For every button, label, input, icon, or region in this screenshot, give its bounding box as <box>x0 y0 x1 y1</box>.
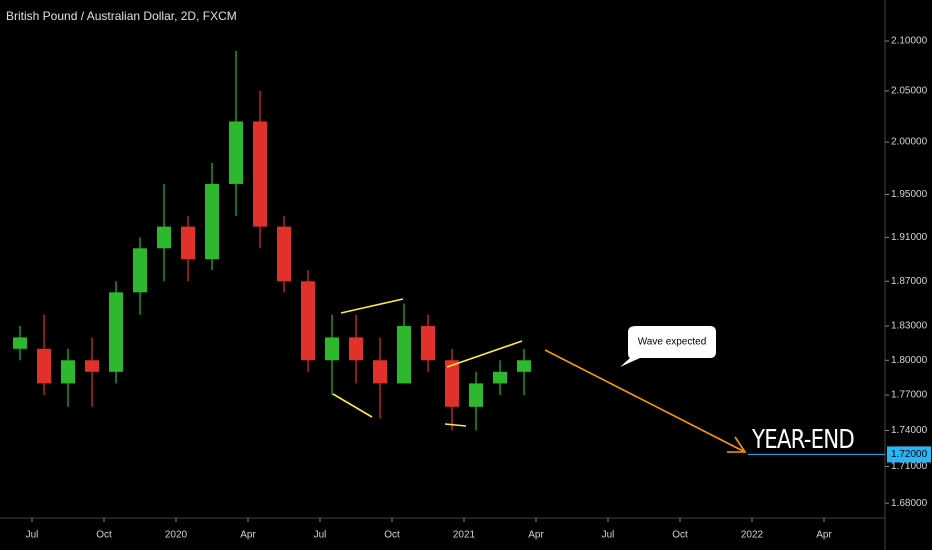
x-tick-label: 2021 <box>453 530 476 541</box>
callout <box>620 326 716 367</box>
candle-body <box>397 326 411 384</box>
candle-body <box>61 360 75 384</box>
y-tick-label: 1.74000 <box>891 425 928 436</box>
arrow-head <box>727 436 747 453</box>
trend-line <box>446 340 523 368</box>
y-tick-label: 1.68000 <box>891 498 928 509</box>
x-tick-label: Oct <box>384 530 400 541</box>
x-tick-label: Jul <box>314 530 327 541</box>
y-tick-label: 1.80000 <box>891 355 928 366</box>
candle-body <box>253 121 267 227</box>
trend-line <box>332 393 373 418</box>
y-tick-label: 2.05000 <box>891 86 928 97</box>
y-tick-label: 2.00000 <box>891 137 928 148</box>
candle-body <box>229 121 243 184</box>
y-tick-label: 1.91000 <box>891 232 928 243</box>
drawings <box>332 298 523 427</box>
candle-body <box>301 281 315 361</box>
candle-body <box>181 226 195 260</box>
price-label: 1.72000 <box>891 449 928 460</box>
candle-body <box>493 371 507 384</box>
price-label-bg <box>887 446 931 463</box>
trend-line <box>340 298 404 314</box>
candle-body <box>469 383 483 407</box>
candle-body <box>277 226 291 282</box>
candle-body <box>37 348 51 384</box>
forecast-arrow <box>544 349 744 452</box>
candle-body <box>325 337 339 361</box>
y-tick-label: 1.83000 <box>891 321 928 332</box>
callout-text: Wave expected <box>638 337 707 348</box>
candle-body <box>205 183 219 260</box>
x-tick-label: Oct <box>96 530 112 541</box>
x-tick-label: 2020 <box>165 530 188 541</box>
plot <box>13 50 531 431</box>
x-tick-label: Jul <box>602 530 615 541</box>
year-end-text: YEAR-END <box>751 424 854 455</box>
candle-body <box>517 360 531 372</box>
candle-body <box>373 360 387 384</box>
candle-body <box>133 248 147 293</box>
x-tick-label: Jul <box>26 530 39 541</box>
x-tick-label: Apr <box>816 530 832 541</box>
candle-body <box>421 326 435 361</box>
y-tick-label: 1.71000 <box>891 461 928 472</box>
y-tick-label: 2.10000 <box>891 36 928 47</box>
x-tick-label: Oct <box>672 530 688 541</box>
trend-line <box>444 423 467 427</box>
x-tick-label: Apr <box>528 530 544 541</box>
chart-title: British Pound / Australian Dollar, 2D, F… <box>6 9 237 23</box>
candle-body <box>445 360 459 407</box>
x-tick-label: Apr <box>240 530 256 541</box>
y-tick-label: 1.77000 <box>891 390 928 401</box>
candle-body <box>85 360 99 372</box>
x-tick-label: 2022 <box>741 530 764 541</box>
candle-body <box>13 337 27 349</box>
candle-body <box>349 337 363 361</box>
y-tick-label: 1.87000 <box>891 276 928 287</box>
candle-body <box>157 226 171 249</box>
candle-body <box>109 292 123 372</box>
y-tick-label: 1.95000 <box>891 189 928 200</box>
